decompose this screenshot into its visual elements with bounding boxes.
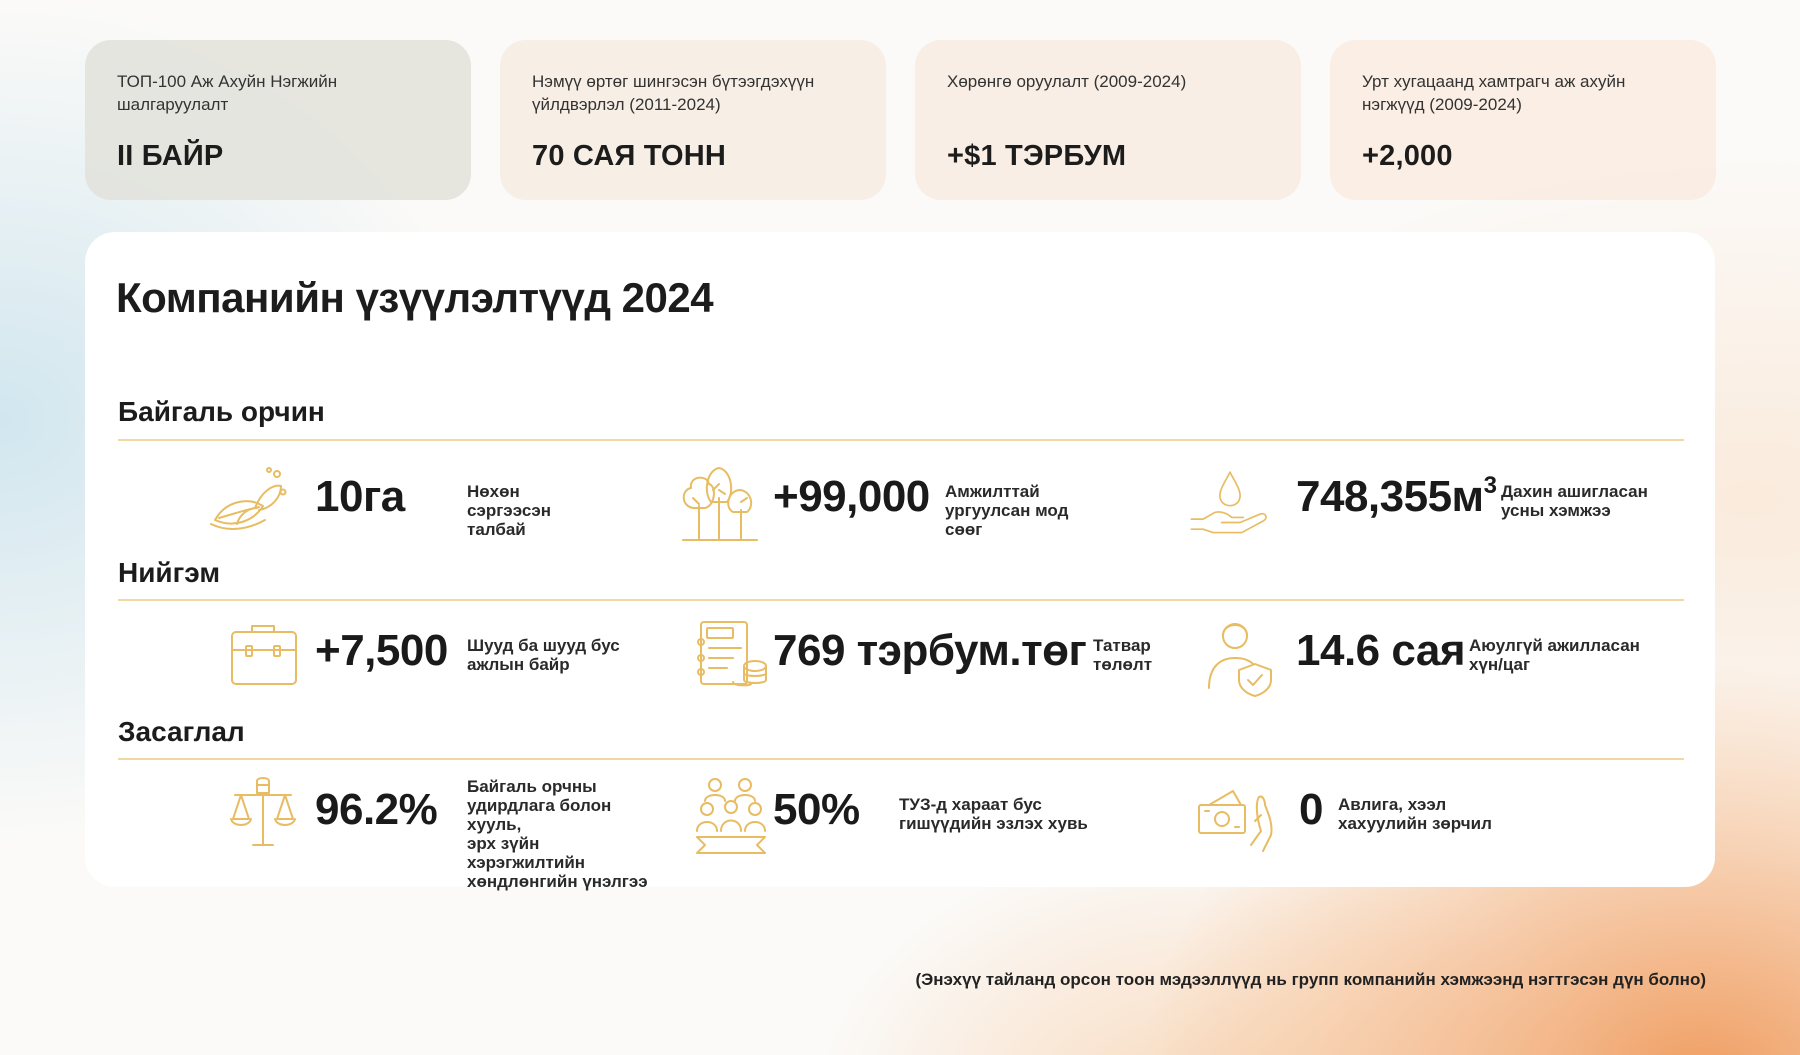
metric-description: Татвар төлөлт bbox=[1093, 636, 1153, 674]
section-divider bbox=[118, 758, 1684, 760]
water-drop-hand-icon bbox=[1188, 462, 1288, 546]
metric-restored-area: 10га Нөхөн сэргээсэн талбай bbox=[207, 462, 607, 552]
metric-independent-board: 50% ТУЗ-д хараат бус гишүүдийн эзлэх хув… bbox=[689, 775, 1109, 865]
metric-description: ТУЗ-д хараат бус гишүүдийн эзлэх хувь bbox=[899, 795, 1088, 833]
metric-value: 0 bbox=[1299, 785, 1323, 834]
metric-reused-water: 748,355м3 Дахин ашигласан усны хэмжээ bbox=[1188, 462, 1688, 552]
stat-value: +$1 ТЭРБУМ bbox=[947, 140, 1127, 172]
metric-trees-planted: +99,000 Амжилттай ургуулсан мод сөөг bbox=[677, 462, 1097, 552]
section-divider bbox=[118, 599, 1684, 601]
metric-value: +7,500 bbox=[315, 626, 448, 675]
metric-description: Нөхөн сэргээсэн талбай bbox=[467, 482, 551, 539]
metric-description: Аюулгүй ажилласан хүн/цаг bbox=[1469, 636, 1640, 674]
stat-label: Урт хугацаанд хамтрагч аж ахуйн нэгжүүд … bbox=[1362, 72, 1626, 114]
stat-value: II БАЙР bbox=[117, 140, 224, 172]
metric-value: 50% bbox=[773, 785, 860, 834]
metric-value: 10га bbox=[315, 472, 405, 521]
tax-document-coins-icon bbox=[689, 616, 767, 700]
metric-description: Амжилттай ургуулсан мод сөөг bbox=[945, 482, 1069, 539]
stat-label: ТОП-100 Аж Ахуйн Нэгжийн шалгаруулалт bbox=[117, 72, 338, 114]
scales-fist-icon bbox=[221, 775, 296, 859]
top-stats-row: ТОП-100 Аж Ахуйн Нэгжийн шалгаруулалт II… bbox=[85, 40, 1716, 200]
metric-description: Байгаль орчны удирдлага болон хууль, эрх… bbox=[467, 777, 648, 891]
metric-value-superscript: 3 bbox=[1483, 472, 1497, 499]
board-members-icon bbox=[689, 775, 766, 859]
indicators-panel: Компанийн үзүүлэлтүүд 2024 Байгаль орчин… bbox=[85, 232, 1715, 891]
metric-safe-hours: 14.6 сая Аюулгүй ажилласан хүн/цаг bbox=[1201, 616, 1661, 706]
stat-label: Хөрөнгө оруулалт (2009-2024) bbox=[947, 72, 1187, 91]
footnote: (Энэхүү тайланд орсон тоон мэдээллүүд нь… bbox=[915, 970, 1706, 989]
stat-card-production: Нэмүү өртөг шингэсэн бүтээгдэхүүн үйлдвэ… bbox=[500, 40, 886, 200]
stat-card-investment: Хөрөнгө оруулалт (2009-2024) +$1 ТЭРБУМ bbox=[915, 40, 1301, 200]
stat-value: 70 САЯ ТОНН bbox=[532, 140, 727, 172]
briefcase-icon bbox=[221, 616, 297, 700]
metric-value: 769 тэрбум.төг bbox=[773, 626, 1087, 675]
seed-leaf-icon bbox=[207, 462, 291, 546]
metric-value: 14.6 сая bbox=[1296, 626, 1466, 675]
worker-shield-icon bbox=[1201, 616, 1277, 700]
no-bribe-hand-icon bbox=[1195, 775, 1279, 859]
section-title-social: Нийгэм bbox=[118, 557, 221, 588]
metric-description: Авлига, хээл хахуулийн зөрчил bbox=[1338, 795, 1492, 833]
metric-value-number: 748,355м bbox=[1296, 472, 1484, 521]
section-divider bbox=[118, 439, 1684, 441]
stat-label: Нэмүү өртөг шингэсэн бүтээгдэхүүн үйлдвэ… bbox=[532, 72, 815, 114]
metric-description: Дахин ашигласан усны хэмжээ bbox=[1501, 482, 1648, 520]
panel-title: Компанийн үзүүлэлтүүд 2024 bbox=[116, 274, 714, 321]
metric-legal-compliance: 96.2% Байгаль орчны удирдлага болон хуул… bbox=[221, 775, 661, 891]
metric-tax-payment: 769 тэрбум.төг Татвар төлөлт bbox=[689, 616, 1159, 706]
metric-value: 748,355м3 bbox=[1296, 472, 1497, 522]
metric-jobs: +7,500 Шууд ба шууд бус ажлын байр bbox=[221, 616, 641, 706]
stat-card-partners: Урт хугацаанд хамтрагч аж ахуйн нэгжүүд … bbox=[1330, 40, 1716, 200]
metric-corruption-violations: 0 Авлига, хээл хахуулийн зөрчил bbox=[1195, 775, 1615, 865]
stat-card-top100: ТОП-100 Аж Ахуйн Нэгжийн шалгаруулалт II… bbox=[85, 40, 471, 200]
metric-value: +99,000 bbox=[773, 472, 930, 521]
section-title-governance: Засаглал bbox=[118, 716, 245, 747]
stat-value: +2,000 bbox=[1362, 140, 1453, 172]
trees-icon bbox=[677, 462, 767, 546]
section-title-environment: Байгаль орчин bbox=[118, 396, 325, 427]
metric-description: Шууд ба шууд бус ажлын байр bbox=[467, 636, 620, 674]
metric-value: 96.2% bbox=[315, 785, 438, 834]
